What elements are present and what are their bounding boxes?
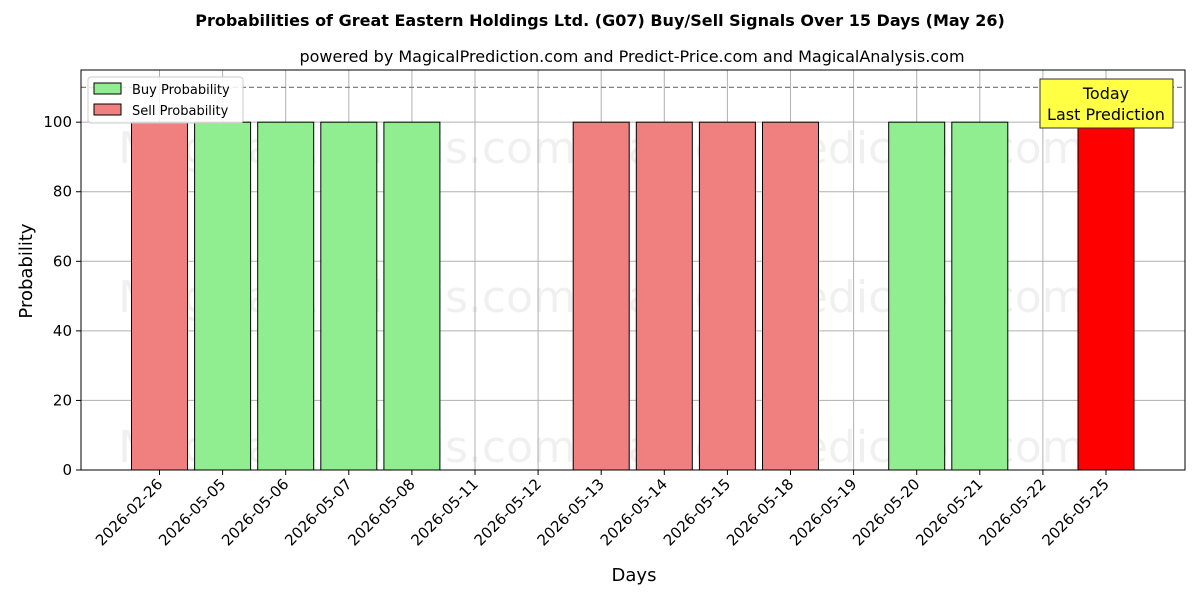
x-tick-label: 2026-05-05 (155, 475, 229, 549)
x-tick-label: 2026-05-06 (218, 475, 292, 549)
annotation-line-today: Today (1082, 84, 1129, 103)
bar-sell (572, 121, 630, 471)
bar-sell (1077, 121, 1135, 471)
x-tick-label: 2026-05-21 (912, 475, 986, 549)
y-axis-label: Probability (16, 223, 37, 318)
legend-swatch-sell (93, 103, 122, 116)
y-tick-label: 100 (43, 113, 72, 131)
x-tick-label: 2026-05-15 (660, 475, 734, 549)
bar-buy (888, 121, 946, 471)
legend-label-buy: Buy Probability (132, 83, 230, 98)
bars (131, 121, 1135, 471)
y-axis: 0 20 40 60 80 100 (43, 113, 81, 479)
y-tick-label: 80 (53, 183, 72, 201)
bar-buy (194, 121, 252, 471)
y-tick-label: 0 (62, 461, 72, 479)
x-axis: 2026-02-262026-05-052026-05-062026-05-07… (92, 470, 1113, 549)
x-tick-label: 2026-05-12 (471, 475, 545, 549)
bar-buy (320, 121, 378, 471)
y-tick-label: 40 (53, 322, 72, 340)
x-tick-label: 2026-05-18 (723, 475, 797, 549)
chart-title: Probabilities of Great Eastern Holdings … (195, 11, 1005, 30)
x-tick-label: 2026-05-14 (597, 475, 671, 549)
x-tick-label: 2026-05-13 (534, 475, 608, 549)
chart-subtitle: powered by MagicalPrediction.com and Pre… (299, 47, 964, 66)
legend-swatch-buy (93, 82, 122, 95)
y-tick-label: 20 (53, 391, 72, 409)
plot-frame (80, 69, 1186, 471)
x-tick-label: 2026-05-22 (975, 475, 1049, 549)
bar-sell (762, 121, 819, 471)
x-tick-label: 2026-05-20 (849, 475, 923, 549)
bar-sell (635, 121, 693, 471)
legend-label-sell: Sell Probability (132, 104, 229, 119)
x-tick-label: 2026-05-25 (1038, 475, 1112, 549)
bar-sell (698, 121, 756, 471)
bar-sell (131, 121, 188, 471)
x-tick-label: 2026-05-19 (786, 475, 860, 549)
legend-box (87, 76, 244, 124)
bar-buy (257, 121, 315, 471)
annotation-box (1039, 78, 1174, 129)
x-tick-label: 2026-05-07 (281, 475, 355, 549)
legend: Buy Probability Sell Probability (87, 76, 244, 124)
x-tick-label: 2026-05-08 (344, 475, 418, 549)
bar-buy (383, 121, 441, 471)
x-tick-label: 2026-02-26 (92, 475, 166, 549)
today-annotation: Today Last Prediction (1039, 78, 1174, 129)
x-axis-label: Days (612, 565, 657, 586)
y-tick-label: 60 (53, 252, 72, 270)
x-tick-label: 2026-05-11 (407, 475, 481, 549)
bar-buy (951, 121, 1009, 471)
annotation-line-last-prediction: Last Prediction (1047, 105, 1165, 124)
